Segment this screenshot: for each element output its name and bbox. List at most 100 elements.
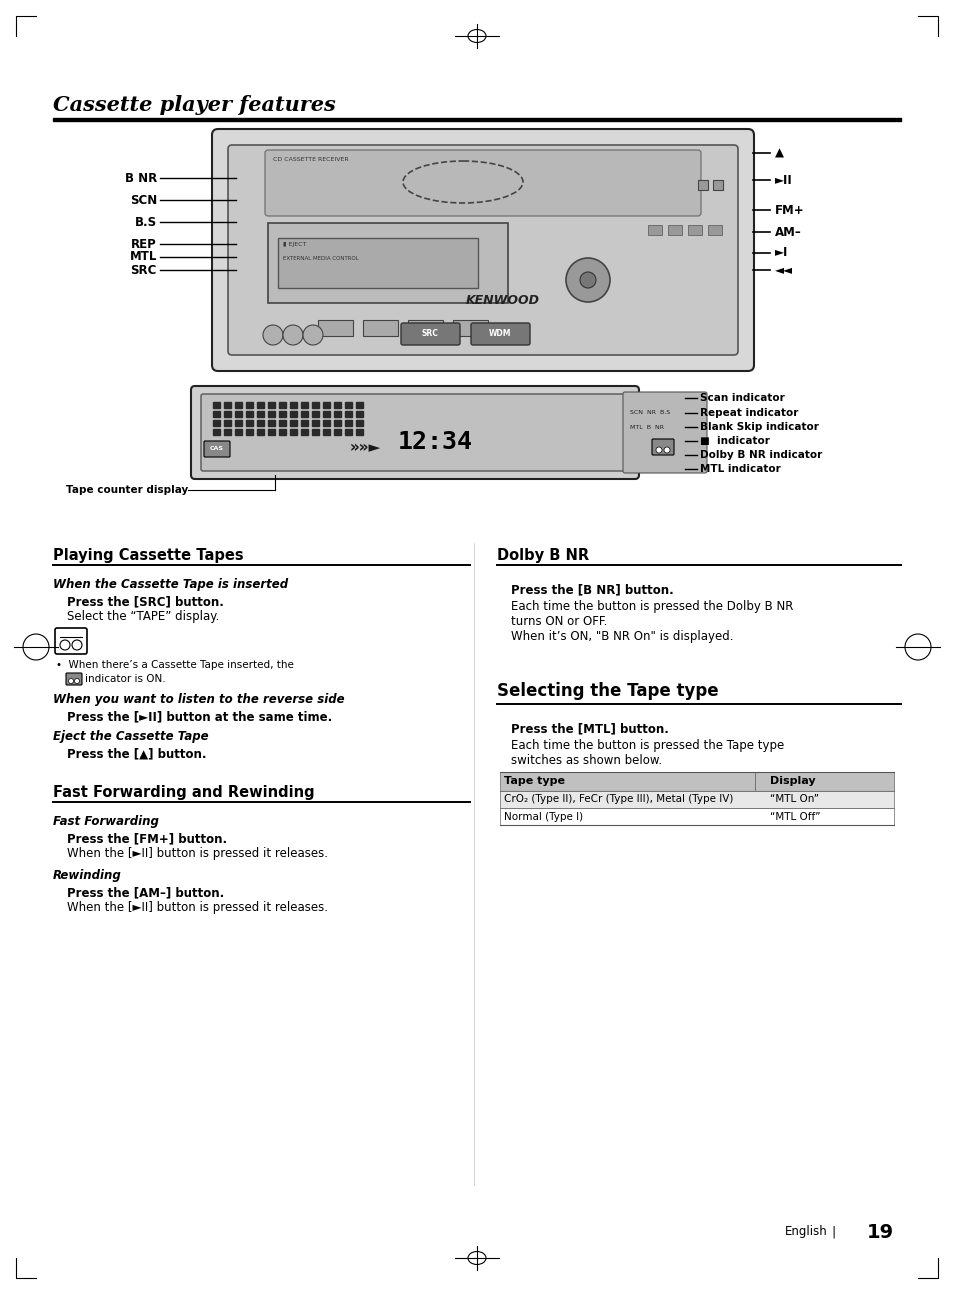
Text: Normal (Type I): Normal (Type I) (503, 811, 582, 822)
Bar (707, 225, 721, 236)
Bar (246, 402, 253, 408)
Bar (712, 180, 722, 190)
Bar (334, 430, 340, 435)
Bar (234, 421, 242, 426)
Text: Select the “TAPE” display.: Select the “TAPE” display. (67, 609, 219, 622)
Bar (334, 402, 340, 408)
FancyBboxPatch shape (622, 392, 706, 474)
Text: ▲: ▲ (774, 146, 783, 159)
Bar (698, 180, 707, 190)
Circle shape (263, 325, 283, 345)
Bar (213, 430, 220, 435)
Bar (312, 421, 318, 426)
Text: MTL indicator: MTL indicator (700, 465, 780, 474)
Bar (278, 430, 286, 435)
Bar (312, 402, 318, 408)
Bar (278, 411, 286, 417)
Text: Eject the Cassette Tape: Eject the Cassette Tape (53, 730, 209, 743)
Text: Tape type: Tape type (503, 776, 564, 787)
Circle shape (303, 325, 323, 345)
Bar (323, 430, 330, 435)
Text: Cassette player features: Cassette player features (53, 94, 335, 115)
Text: 19: 19 (865, 1223, 893, 1241)
FancyBboxPatch shape (265, 150, 700, 216)
Text: “MTL On”: “MTL On” (769, 795, 818, 805)
Bar (256, 402, 264, 408)
Text: Scan indicator: Scan indicator (700, 393, 784, 402)
Text: B.S: B.S (134, 216, 157, 229)
Bar (290, 421, 296, 426)
Text: SCN  NR  B.S: SCN NR B.S (629, 410, 669, 415)
Circle shape (283, 325, 303, 345)
Bar (355, 421, 363, 426)
Circle shape (579, 272, 596, 289)
Bar (687, 225, 701, 236)
Bar (499, 807, 893, 826)
Bar (268, 430, 274, 435)
Bar (345, 402, 352, 408)
Text: Repeat indicator: Repeat indicator (700, 408, 798, 418)
Text: ■  indicator: ■ indicator (700, 436, 769, 446)
Bar (323, 402, 330, 408)
Bar (224, 411, 231, 417)
Bar (301, 430, 308, 435)
Text: CD CASSETTE RECEIVER: CD CASSETTE RECEIVER (273, 157, 348, 162)
Text: KENWOOD: KENWOOD (465, 294, 539, 307)
Bar (277, 238, 477, 289)
Text: ►I: ►I (774, 246, 787, 260)
Text: Playing Cassette Tapes: Playing Cassette Tapes (53, 547, 243, 563)
Bar (355, 402, 363, 408)
Text: When the Cassette Tape is inserted: When the Cassette Tape is inserted (53, 578, 288, 591)
Text: »»►: »»► (349, 440, 380, 455)
Bar (224, 402, 231, 408)
Bar (312, 430, 318, 435)
Bar (317, 320, 353, 336)
Text: turns ON or OFF.: turns ON or OFF. (511, 615, 607, 628)
Text: CAS: CAS (210, 446, 224, 452)
Bar (224, 421, 231, 426)
Circle shape (69, 678, 73, 683)
Text: Press the [FM+] button.: Press the [FM+] button. (67, 832, 227, 845)
Bar (53, 118, 900, 122)
Text: Tape counter display: Tape counter display (66, 485, 188, 496)
Text: When the [►II] button is pressed it releases.: When the [►II] button is pressed it rele… (67, 848, 328, 861)
Text: ◄◄: ◄◄ (774, 264, 792, 277)
Text: Press the [B NR] button.: Press the [B NR] button. (511, 584, 673, 597)
Bar (213, 421, 220, 426)
Text: Display: Display (769, 776, 815, 787)
Bar (268, 411, 274, 417)
Bar (234, 402, 242, 408)
Text: ▮ EJECT: ▮ EJECT (283, 242, 306, 247)
Bar (334, 421, 340, 426)
Circle shape (656, 446, 661, 453)
Text: SRC: SRC (421, 330, 438, 339)
Text: SCN: SCN (130, 194, 157, 207)
Text: Dolby B NR: Dolby B NR (497, 547, 589, 563)
Bar (345, 430, 352, 435)
Bar (268, 402, 274, 408)
Bar (278, 402, 286, 408)
Text: switches as shown below.: switches as shown below. (511, 754, 661, 767)
FancyBboxPatch shape (471, 324, 530, 345)
Bar (301, 402, 308, 408)
Text: Press the [AM–] button.: Press the [AM–] button. (67, 886, 224, 899)
Text: MTL: MTL (130, 251, 157, 264)
Text: EXTERNAL MEDIA CONTROL: EXTERNAL MEDIA CONTROL (283, 256, 358, 261)
Text: “MTL Off”: “MTL Off” (769, 811, 820, 822)
Bar (334, 411, 340, 417)
Bar (453, 320, 488, 336)
Text: •  When there’s a Cassette Tape inserted, the: • When there’s a Cassette Tape inserted,… (56, 660, 294, 670)
FancyBboxPatch shape (55, 628, 87, 653)
Bar (268, 223, 507, 303)
Bar (278, 421, 286, 426)
Circle shape (60, 641, 70, 650)
Bar (256, 411, 264, 417)
Bar (213, 402, 220, 408)
FancyBboxPatch shape (201, 393, 628, 471)
Text: When the [►II] button is pressed it releases.: When the [►II] button is pressed it rele… (67, 901, 328, 914)
Bar (323, 411, 330, 417)
Text: WDM: WDM (488, 330, 511, 339)
Bar (290, 430, 296, 435)
Text: Press the [▲] button.: Press the [▲] button. (67, 747, 206, 760)
Bar (345, 411, 352, 417)
